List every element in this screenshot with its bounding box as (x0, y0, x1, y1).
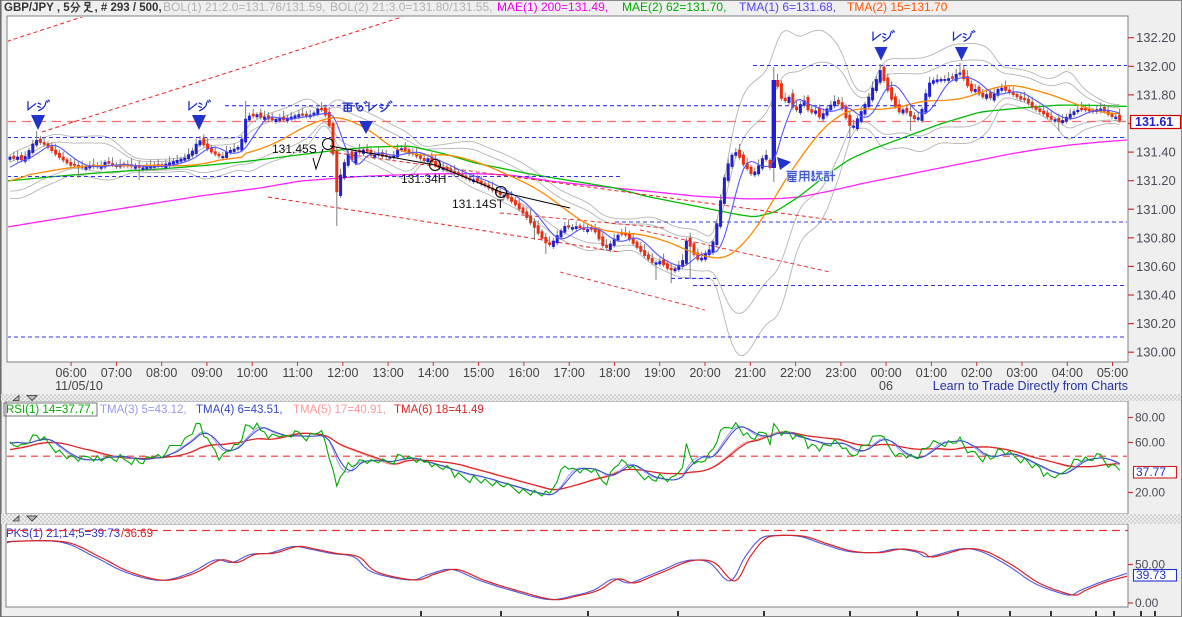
svg-text:MAE(1) 200=131.49,: MAE(1) 200=131.49, (497, 0, 608, 14)
svg-text:09:00: 09:00 (191, 366, 222, 380)
svg-text:/36.69: /36.69 (121, 528, 153, 540)
svg-text:08:00: 08:00 (146, 366, 177, 380)
svg-text:15:00: 15:00 (463, 366, 494, 380)
svg-text:20.00: 20.00 (1135, 486, 1165, 500)
svg-text:16:00: 16:00 (508, 366, 539, 380)
svg-text:80.00: 80.00 (1135, 411, 1165, 425)
svg-text:BOL(1) 21;2.0=131.76/131.59,: BOL(1) 21;2.0=131.76/131.59, (163, 0, 325, 14)
svg-text:06: 06 (879, 379, 893, 393)
svg-text:12:00: 12:00 (327, 366, 358, 380)
svg-text:21:00: 21:00 (735, 366, 766, 380)
svg-text:130.60: 130.60 (1136, 259, 1176, 274)
svg-text:60.00: 60.00 (1135, 436, 1165, 450)
svg-text:39.73: 39.73 (1136, 568, 1166, 582)
svg-text:, # 293 / 500,: , # 293 / 500, (95, 2, 162, 14)
svg-text:130.00: 130.00 (1136, 345, 1176, 360)
svg-text:RSI(1) 14=37.77,: RSI(1) 14=37.77, (6, 404, 94, 416)
svg-text:20:00: 20:00 (689, 366, 720, 380)
svg-text:11:00: 11:00 (282, 366, 312, 380)
svg-text:TMA(3) 5=43.12,: TMA(3) 5=43.12, (100, 404, 187, 416)
svg-text:0.00: 0.00 (1135, 596, 1159, 610)
svg-text:37.77: 37.77 (1136, 465, 1166, 479)
svg-text:11/05/10: 11/05/10 (55, 379, 103, 393)
svg-text:132.20: 132.20 (1136, 30, 1176, 45)
svg-text:131.80: 131.80 (1136, 87, 1176, 102)
svg-text:18:00: 18:00 (599, 366, 630, 380)
svg-text:17:00: 17:00 (554, 366, 585, 380)
svg-text:22:00: 22:00 (780, 366, 811, 380)
svg-text:Learn to Trade Directly from C: Learn to Trade Directly from Charts (933, 379, 1128, 393)
svg-text:131.14ST: 131.14ST (452, 197, 505, 211)
svg-text:131.40: 131.40 (1136, 145, 1176, 160)
svg-text:TMA(1) 6=131.68,: TMA(1) 6=131.68, (739, 0, 836, 14)
svg-text:TMA(6) 18=41.49: TMA(6) 18=41.49 (394, 404, 484, 416)
svg-text:50.00: 50.00 (1135, 558, 1165, 572)
svg-text:131.45S: 131.45S (272, 142, 317, 156)
svg-text:GBP/JPY , 5: GBP/JPY , 5 (4, 2, 70, 14)
svg-text:23:00: 23:00 (825, 366, 856, 380)
svg-text:06:00: 06:00 (55, 366, 86, 380)
svg-text:131.34H: 131.34H (401, 172, 446, 186)
svg-text:05:00: 05:00 (1097, 366, 1128, 380)
svg-text:TMA(2) 15=131.70: TMA(2) 15=131.70 (847, 0, 948, 14)
svg-text:04:00: 04:00 (1052, 366, 1083, 380)
svg-text:13:00: 13:00 (372, 366, 403, 380)
svg-text:PKS(1) 21;14;5=39.73: PKS(1) 21;14;5=39.73 (6, 528, 120, 540)
svg-text:10:00: 10:00 (237, 366, 268, 380)
svg-text:130.40: 130.40 (1136, 288, 1176, 303)
svg-text:132.00: 132.00 (1136, 59, 1176, 74)
svg-text:131.20: 131.20 (1136, 173, 1176, 188)
svg-text:131.00: 131.00 (1136, 202, 1176, 217)
svg-text:14:00: 14:00 (418, 366, 449, 380)
svg-text:07:00: 07:00 (101, 366, 132, 380)
svg-text:TMA(5) 17=40.91,: TMA(5) 17=40.91, (293, 404, 386, 416)
svg-text:130.80: 130.80 (1136, 230, 1176, 245)
svg-text:00:00: 00:00 (870, 366, 901, 380)
svg-text:MAE(2) 62=131.70,: MAE(2) 62=131.70, (622, 0, 726, 14)
svg-text:130.20: 130.20 (1136, 316, 1176, 331)
svg-text:131.61: 131.61 (1135, 115, 1173, 129)
svg-text:03:00: 03:00 (1006, 366, 1037, 380)
svg-text:19:00: 19:00 (644, 366, 675, 380)
svg-text:01:00: 01:00 (916, 366, 947, 380)
svg-text:02:00: 02:00 (961, 366, 992, 380)
svg-text:BOL(2) 21;3.0=131.80/131.55,: BOL(2) 21;3.0=131.80/131.55, (330, 0, 492, 14)
svg-text:TMA(4) 6=43.51,: TMA(4) 6=43.51, (196, 404, 283, 416)
